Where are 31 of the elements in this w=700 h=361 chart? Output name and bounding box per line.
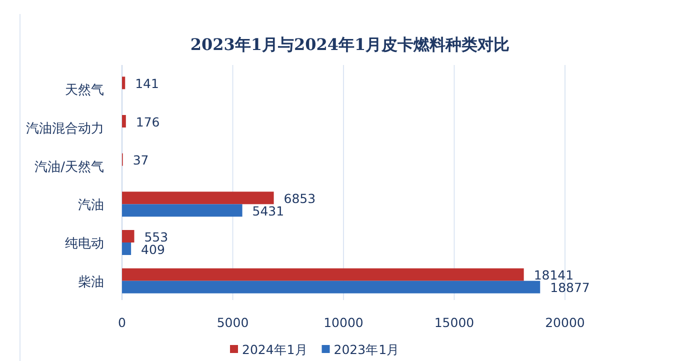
bar	[122, 280, 540, 294]
data-label: 18877	[550, 280, 590, 296]
x-tick-label: 5000	[216, 315, 249, 330]
y-tick-label: 汽油/天然气	[34, 160, 104, 175]
bar	[122, 115, 126, 128]
y-tick-label: 纯电动	[65, 236, 104, 252]
legend-label: 2023年1月	[334, 342, 400, 357]
data-label: 553	[144, 229, 168, 244]
x-tick-label: 20000	[545, 315, 585, 330]
y-tick-label: 汽油	[78, 198, 104, 214]
bar	[122, 268, 524, 281]
data-label: 5431	[252, 203, 284, 218]
bar	[122, 230, 134, 242]
data-label: 6853	[284, 190, 316, 206]
y-tick-label: 柴油	[78, 274, 104, 290]
x-tick-label: 15000	[434, 315, 474, 330]
chart-title: 2023年1月与2024年1月皮卡燃料种类对比	[190, 35, 510, 54]
data-label: 37	[132, 152, 149, 168]
bar	[122, 76, 126, 90]
data-label: 176	[136, 114, 160, 130]
data-label: 141	[135, 76, 159, 91]
bar	[122, 204, 242, 217]
y-tick-label: 天然气	[65, 83, 104, 98]
y-tick-label: 汽油混合动力	[26, 122, 104, 136]
bar	[122, 242, 132, 255]
x-tick-label: 10000	[324, 315, 364, 330]
data-label: 18141	[534, 268, 574, 283]
bar	[122, 192, 274, 204]
x-tick-label: 0	[118, 315, 126, 330]
legend-label: 2024年1月	[242, 342, 308, 357]
data-label: 409	[141, 242, 165, 257]
